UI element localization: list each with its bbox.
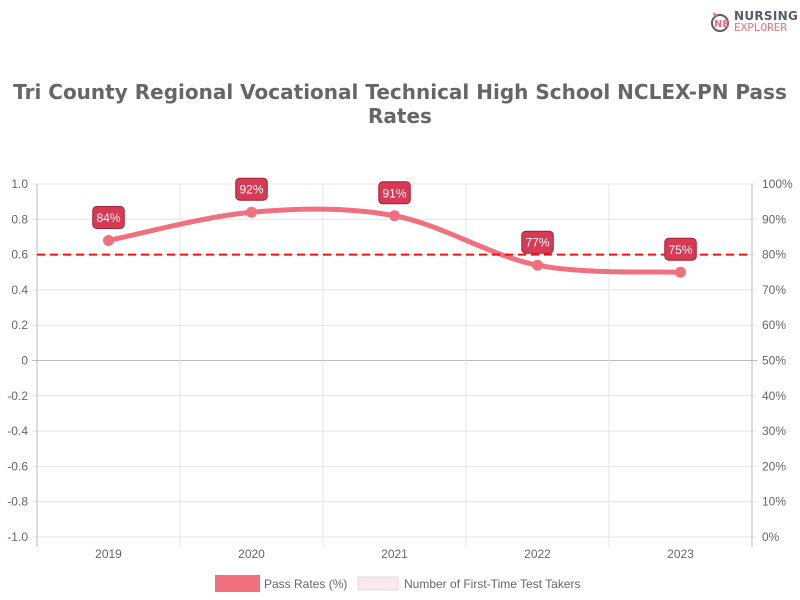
right-axis-tick: 20% bbox=[762, 459, 786, 473]
left-axis-tick: -1.0 bbox=[7, 530, 28, 544]
right-axis-tick: 100% bbox=[762, 177, 793, 191]
left-axis-tick: 0.4 bbox=[11, 283, 28, 297]
right-axis-tick: 90% bbox=[762, 212, 786, 226]
left-axis-tick: -0.6 bbox=[7, 459, 28, 473]
left-axis-tick: -0.8 bbox=[7, 495, 28, 509]
nursing-explorer-logo: NE NURSING EXPLORER bbox=[710, 8, 798, 34]
right-axis-tick: 80% bbox=[762, 248, 786, 262]
right-axis-tick: 10% bbox=[762, 495, 786, 509]
right-axis-tick: 60% bbox=[762, 318, 786, 332]
right-axis-tick: 0% bbox=[762, 530, 780, 544]
svg-text:NE: NE bbox=[714, 19, 729, 30]
right-axis-tick: 30% bbox=[762, 424, 786, 438]
logo-text-line1: NURSING bbox=[734, 9, 799, 23]
x-axis-tick: 2020 bbox=[238, 547, 265, 561]
left-axis-tick: 1.0 bbox=[11, 177, 28, 191]
right-axis-tick: 50% bbox=[762, 354, 786, 368]
data-point bbox=[246, 206, 257, 218]
data-label-box bbox=[521, 230, 554, 254]
data-label: 77% bbox=[525, 236, 549, 250]
right-axis-tick: 70% bbox=[762, 283, 786, 297]
data-point bbox=[532, 259, 543, 271]
data-point bbox=[675, 266, 686, 278]
legend-label-test-takers: Number of First-Time Test Takers bbox=[404, 577, 580, 591]
right-axis-tick: 40% bbox=[762, 389, 786, 403]
data-label-box bbox=[92, 205, 125, 229]
legend-label-pass-rates: Pass Rates (%) bbox=[264, 577, 347, 591]
x-axis-tick: 2022 bbox=[524, 547, 551, 561]
left-axis-tick: 0.8 bbox=[11, 212, 28, 226]
chart-title: Tri County Regional Vocational Technical… bbox=[13, 80, 787, 128]
left-axis-tick: -0.2 bbox=[7, 389, 28, 403]
data-label-box bbox=[664, 237, 697, 261]
left-axis-tick: 0.2 bbox=[11, 318, 28, 332]
legend-swatch-pass-rates bbox=[215, 575, 260, 592]
data-point bbox=[103, 234, 114, 246]
data-label: 91% bbox=[382, 186, 406, 200]
x-axis-tick: 2023 bbox=[667, 547, 694, 561]
data-label-box bbox=[235, 177, 268, 201]
left-axis-tick: 0.6 bbox=[11, 248, 28, 262]
logo-text-line2: EXPLORER bbox=[734, 21, 787, 34]
left-axis-tick: 0 bbox=[21, 354, 28, 368]
data-point bbox=[389, 210, 400, 222]
legend-swatch-test-takers bbox=[357, 576, 399, 591]
data-label-box bbox=[378, 181, 411, 205]
data-label: 92% bbox=[239, 183, 263, 197]
data-label: 75% bbox=[668, 243, 692, 257]
logo-icon: NE bbox=[711, 12, 729, 32]
x-axis-tick: 2019 bbox=[95, 547, 122, 561]
left-axis-tick: -0.4 bbox=[7, 424, 28, 438]
x-axis-tick: 2021 bbox=[381, 547, 408, 561]
data-label: 84% bbox=[96, 211, 120, 225]
